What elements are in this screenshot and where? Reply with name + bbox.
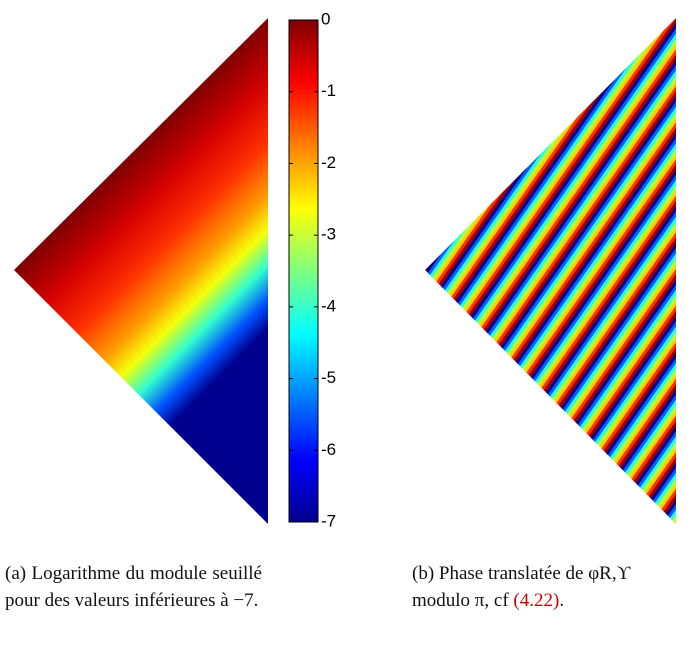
caption-label: (b) xyxy=(412,563,435,584)
phase-plot xyxy=(425,18,676,524)
colorbar-tick-label: -5 xyxy=(321,368,336,387)
caption-ref: (4.22) xyxy=(513,590,560,611)
caption-b: (b) Phase translatée de φR,ϒ modulo π, c… xyxy=(412,560,692,614)
colorbar-tick-label: -2 xyxy=(321,153,336,172)
colorbar-ticks: 0 -1 -2 -3 -4 -5 -6 -7 xyxy=(289,9,336,530)
colorbar xyxy=(288,19,319,523)
colorbar-tick-label: -3 xyxy=(321,225,336,244)
caption-end: . xyxy=(559,590,565,611)
modulus-plot xyxy=(14,18,268,524)
colorbar-tick-label: -1 xyxy=(321,81,336,100)
caption-label: (a) xyxy=(5,563,27,584)
colorbar-tick-label: 0 xyxy=(321,9,330,28)
colorbar-tick-label: -6 xyxy=(321,440,336,459)
caption-text: Logarithme du module seuillé pour des va… xyxy=(5,563,262,611)
colorbar-tick-label: -7 xyxy=(321,511,336,530)
colorbar-tick-label: -4 xyxy=(321,296,336,315)
caption-text: Phase translatée de φR,ϒ modulo π, cf xyxy=(412,563,631,611)
caption-a: (a) Logarithme du module seuillé pour de… xyxy=(5,560,262,614)
